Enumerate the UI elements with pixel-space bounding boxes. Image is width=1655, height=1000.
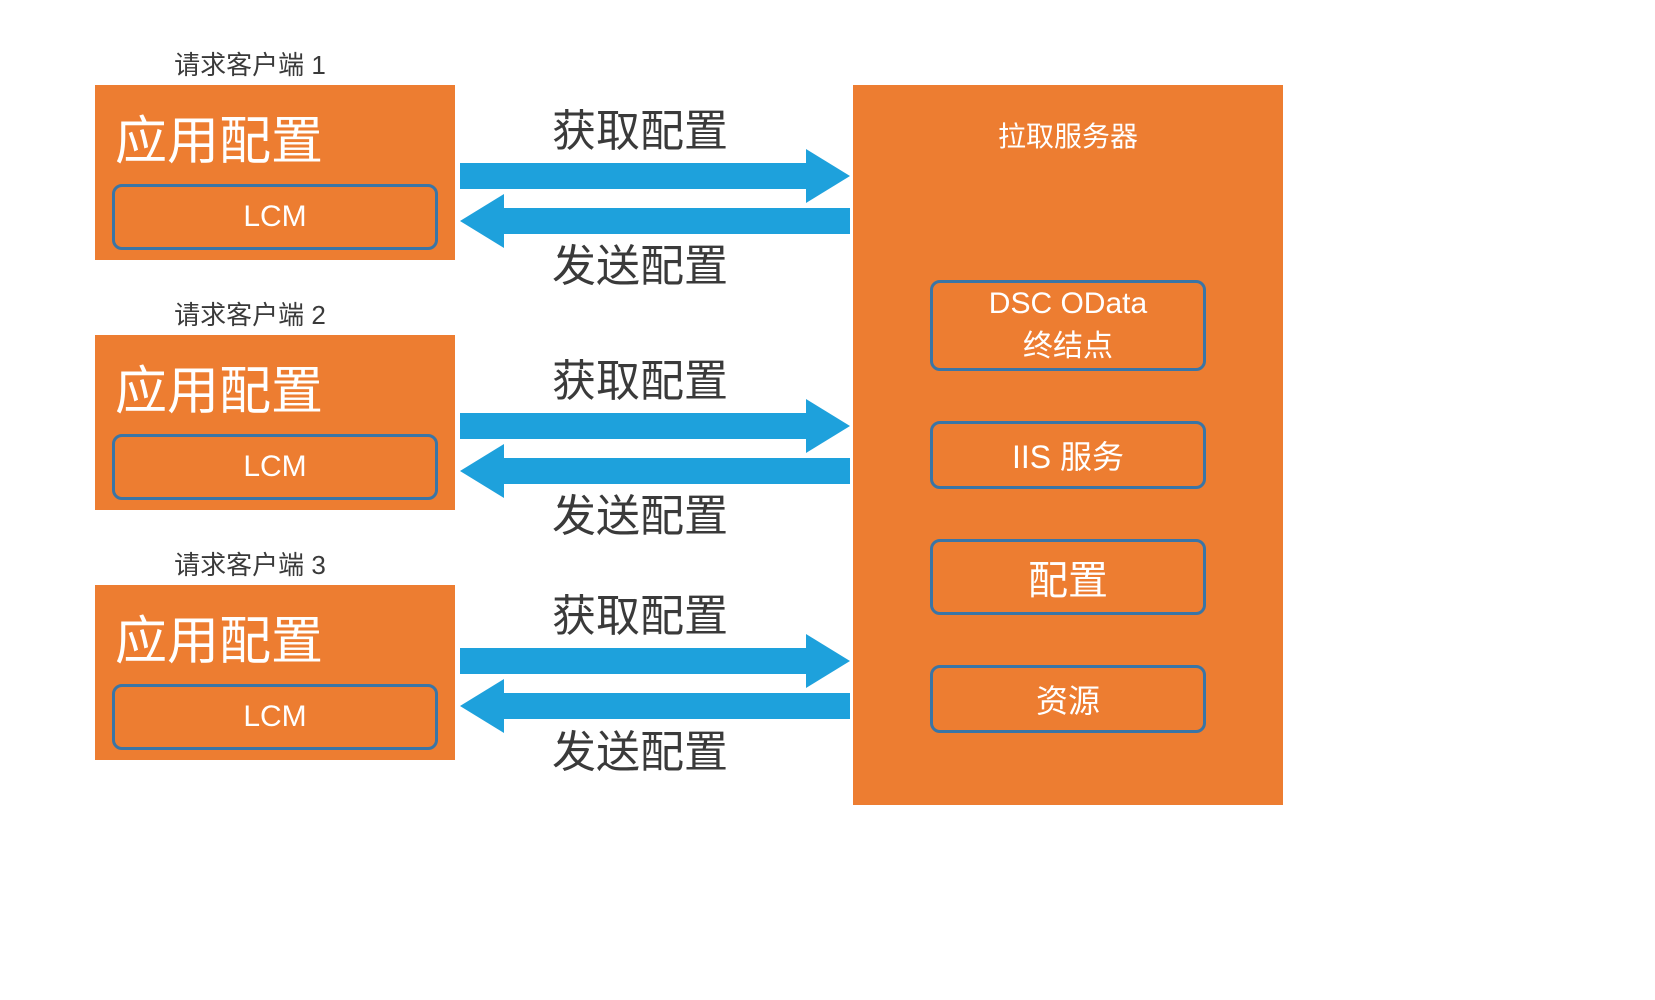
- server-title: 拉取服务器: [853, 85, 1283, 155]
- server-item-1-line-0: IIS 服务: [1012, 432, 1124, 478]
- diagram-stage: 请求客户端 1应用配置LCM请求客户端 2应用配置LCM请求客户端 3应用配置L…: [0, 0, 1655, 1000]
- arrow-get-label-2: 获取配置: [500, 345, 780, 409]
- client-title-2: 应用配置: [95, 335, 455, 424]
- arrow-send-label-2: 发送配置: [500, 480, 780, 544]
- client-title-3: 应用配置: [95, 585, 455, 674]
- arrow-send-label-1: 发送配置: [500, 230, 780, 294]
- server-item-0-line-1: 终结点: [1023, 321, 1113, 365]
- arrow-right-2: [460, 405, 850, 447]
- client-box-2: 应用配置 LCM: [95, 335, 455, 510]
- server-item-0: DSC OData终结点: [930, 280, 1206, 371]
- server-box: 拉取服务器 DSC OData终结点 IIS 服务配置资源: [853, 85, 1283, 805]
- server-item-2-line-0: 配置: [1028, 548, 1108, 606]
- arrow-right-1: [460, 155, 850, 197]
- arrow-right-3: [460, 640, 850, 682]
- arrow-get-label-1: 获取配置: [500, 95, 780, 159]
- client-lcm-1: LCM: [112, 184, 438, 250]
- server-item-2: 配置: [930, 539, 1206, 615]
- client-box-3: 应用配置 LCM: [95, 585, 455, 760]
- arrow-get-label-3: 获取配置: [500, 580, 780, 644]
- client-title-1: 应用配置: [95, 85, 455, 174]
- client-lcm-2: LCM: [112, 434, 438, 500]
- client-label-1: 请求客户端 1: [140, 45, 360, 82]
- client-lcm-3: LCM: [112, 684, 438, 750]
- server-item-3-line-0: 资源: [1036, 676, 1100, 722]
- client-label-2: 请求客户端 2: [140, 295, 360, 332]
- server-item-3: 资源: [930, 665, 1206, 733]
- client-label-3: 请求客户端 3: [140, 545, 360, 582]
- server-item-0-line-0: DSC OData: [989, 287, 1147, 321]
- server-item-1: IIS 服务: [930, 421, 1206, 489]
- arrow-send-label-3: 发送配置: [500, 716, 780, 780]
- client-box-1: 应用配置 LCM: [95, 85, 455, 260]
